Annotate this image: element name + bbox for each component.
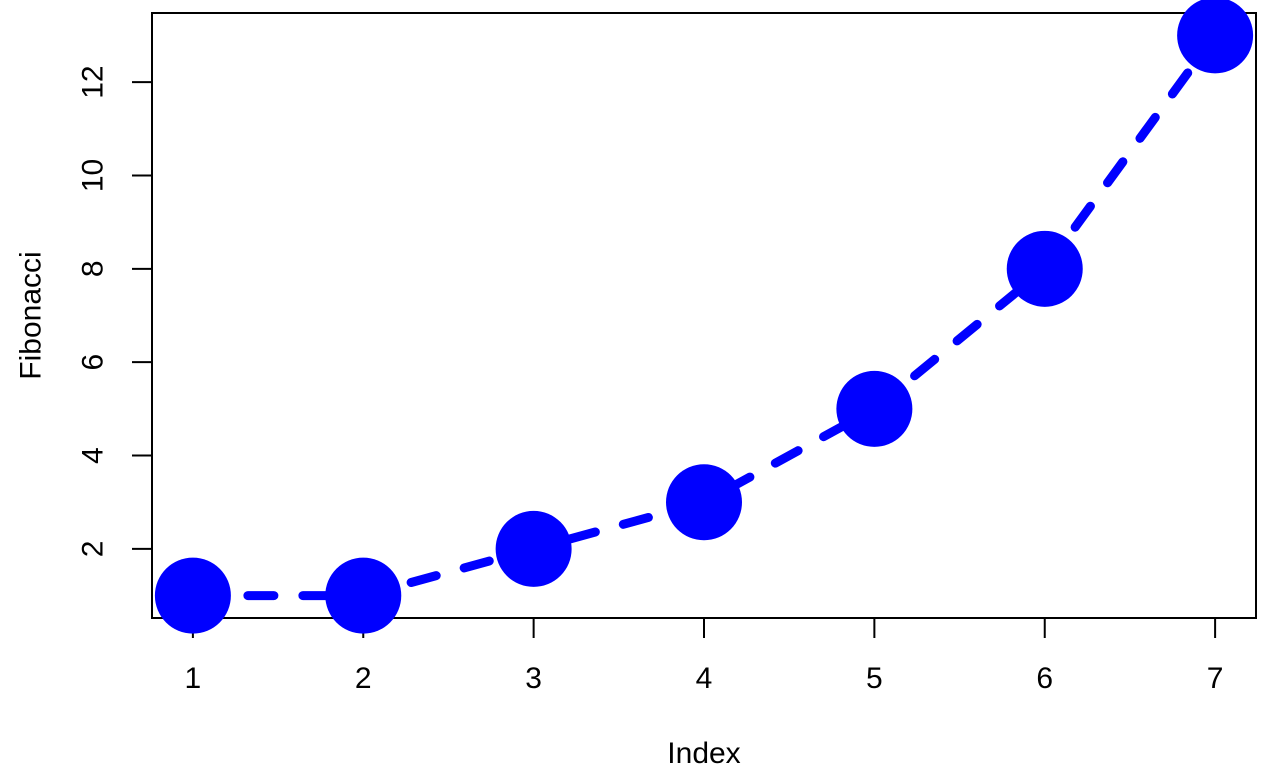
data-point xyxy=(1177,0,1254,74)
data-point xyxy=(325,557,402,634)
data-point xyxy=(154,557,231,634)
y-axis-tick-label: 12 xyxy=(77,65,110,98)
data-point xyxy=(495,510,572,587)
x-axis-tick-label: 7 xyxy=(1207,662,1224,695)
y-axis-tick-label: 10 xyxy=(77,159,110,192)
x-axis-tick-label: 4 xyxy=(696,662,713,695)
data-point xyxy=(666,464,742,541)
x-axis-tick-label: 5 xyxy=(866,662,883,695)
x-axis-tick-label: 2 xyxy=(355,662,372,695)
x-axis-tick-label: 3 xyxy=(525,662,542,695)
data-point xyxy=(1006,230,1083,307)
y-axis-tick-label: 8 xyxy=(77,260,110,277)
x-axis-tick-label: 1 xyxy=(185,662,202,695)
y-axis-tick-label: 4 xyxy=(77,447,110,464)
y-axis-title: Fibonacci xyxy=(15,251,48,379)
x-axis-title: Index xyxy=(667,737,740,770)
x-axis-tick-label: 6 xyxy=(1036,662,1053,695)
y-axis-tick-label: 6 xyxy=(77,354,110,371)
y-axis-tick-label: 2 xyxy=(77,541,110,558)
data-point xyxy=(836,370,913,447)
